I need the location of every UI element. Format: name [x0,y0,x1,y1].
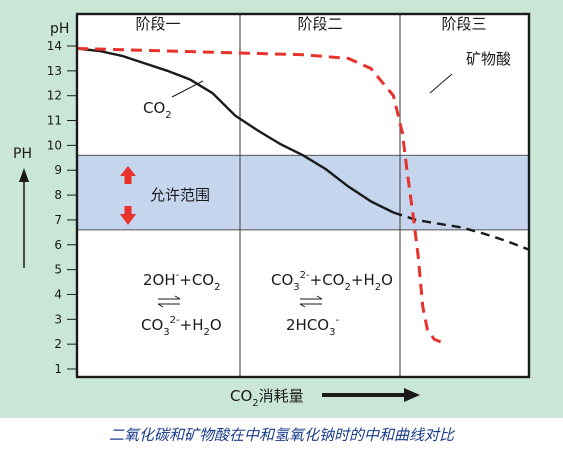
y-axis-top-label: pH [50,21,69,37]
y-tick-label: 13 [47,64,62,78]
y-tick-label: 9 [54,163,62,177]
y-tick-label: 2 [54,337,62,351]
figure-caption: 二氧化碳和矿物酸在中和氢氧化钠时的中和曲线对比 [108,426,454,444]
x-axis-label: CO2消耗量 [230,387,304,409]
equation-stage1-bottom: CO32-+H2O [141,315,222,338]
plot-border [75,12,531,379]
mineral-acid-curve [76,47,444,345]
y-tick-label: 8 [54,188,62,202]
equation-stage2-top: CO32-+CO2+H2O [271,270,393,293]
equation-stage1-top: 2OH-+CO2 [143,270,220,293]
equation-stage2-bottom: 2HCO3- [286,315,339,338]
band-down-arrow [120,206,136,225]
y-tick-label: 1 [54,362,62,376]
acid-curve-label: 矿物酸 [466,50,511,68]
acceptable-range-band [76,154,530,231]
y-axis-side-label: PH [13,146,32,162]
y-tick-label: 7 [54,213,62,227]
equilibrium-arrows-stage1 [157,295,181,308]
band-label: 允许范围 [150,186,210,204]
y-tick-label: 4 [54,287,62,301]
equilibrium-arrows-stage2 [299,295,323,308]
stage-label: 阶段二 [297,15,342,33]
stage-labels: 阶段一 阶段二 阶段三 [135,15,486,33]
co2-label-leader [171,80,204,98]
co2-curve-label: CO2 [143,99,172,121]
y-tick-label: 6 [54,238,62,252]
co2-curve-dashed [393,211,530,251]
y-tick-label: 14 [47,39,62,53]
acid-label-leader [429,73,453,94]
x-axis-arrow [322,388,420,402]
y-tick-label: 5 [54,263,62,277]
y-tick-label: 3 [54,312,62,326]
y-axis-arrow [19,168,29,268]
stage-label: 阶段三 [441,15,486,33]
stage-label: 阶段一 [135,15,180,33]
band-up-arrow [120,166,136,184]
y-tick-label: 11 [47,114,62,128]
y-tick-label: 12 [47,89,62,103]
co2-curve [76,47,394,214]
y-tick-label: 10 [47,138,62,152]
